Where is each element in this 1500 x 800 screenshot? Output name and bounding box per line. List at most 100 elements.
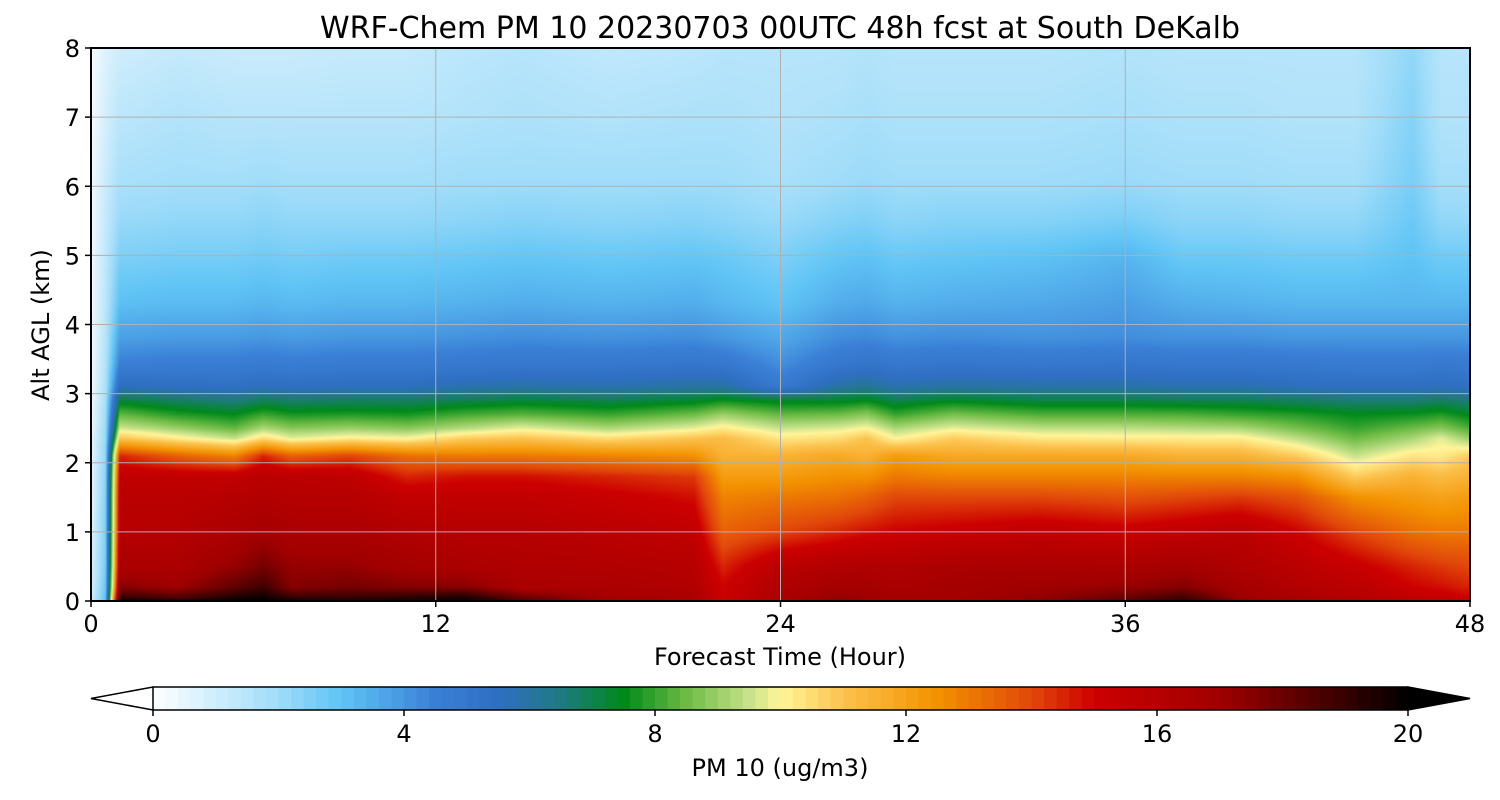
chart-title: WRF-Chem PM 10 20230703 00UTC 48h fcst a… [320,11,1240,46]
colorbar-segment [1382,687,1397,710]
colorbar-segment [1307,687,1321,710]
colorbar-segment [680,687,694,710]
colorbar-segment [617,687,631,710]
colorbar-segment [918,687,932,710]
colorbar-tick-label: 4 [396,720,411,748]
colorbar-segment [353,687,367,710]
colorbar-segment [529,687,543,710]
colorbar-segment [466,687,480,710]
colorbar-segment [1169,687,1183,710]
colorbar-segment [931,687,945,710]
colorbar [90,686,1471,711]
colorbar-segment [240,687,254,710]
colorbar-segment [454,687,468,710]
colorbar-segment [178,687,192,710]
colorbar-segment [203,687,217,710]
colorbar-segment [793,687,807,710]
colorbar-segment [441,687,455,710]
colorbar-segment [1018,687,1033,710]
colorbar-segment [391,687,405,710]
colorbar-segment [1194,687,1208,710]
colorbar-segment [1044,687,1058,710]
colorbar-segment [366,687,380,710]
colorbar-segment [542,687,556,710]
colorbar-segment [1157,687,1171,710]
colorbar-segment [215,687,229,710]
colorbar-tick-label: 20 [1393,720,1424,748]
x-axis-title: Forecast Time (Hour) [654,643,906,671]
colorbar-segment [1006,687,1020,710]
colorbar-segment [316,687,330,710]
colorbar-segment [956,687,970,710]
colorbar-segment [742,687,756,710]
colorbar-segment [843,687,857,710]
colorbar-segment [416,687,430,710]
colorbar-segment [1232,687,1246,710]
colorbar-segment [504,687,518,710]
colorbar-segment [717,687,731,710]
colorbar-segment [1207,687,1221,710]
colorbar-segment [981,687,995,710]
x-axis-ticks: 0 12 24 36 48 [83,601,1485,638]
colorbar-segment [328,687,342,710]
y-tick-label: 3 [65,381,80,409]
colorbar-tick-label: 8 [647,720,662,748]
colorbar-segment [1282,687,1296,710]
y-axis-ticks: 0 1 2 3 4 5 6 7 8 [65,35,91,616]
colorbar-segment [228,687,242,710]
colorbar-segment [667,687,681,710]
colorbar-segment [1182,687,1196,710]
colorbar-segment [554,687,568,710]
colorbar-segment [1332,687,1346,710]
colorbar-title: PM 10 (ug/m3) [692,754,869,782]
colorbar-segment [730,687,744,710]
colorbar-segment [1395,687,1409,710]
colorbar-segment [805,687,819,710]
colorbar-segment [767,687,782,710]
colorbar-segment [642,687,656,710]
y-axis-title: Alt AGL (km) [27,249,55,401]
colorbar-segment [479,687,493,710]
y-tick-label: 7 [65,104,80,132]
colorbar-segment [629,687,644,710]
x-tick-label: 0 [83,610,98,638]
colorbar-segment [1357,687,1371,710]
y-tick-label: 2 [65,450,80,478]
colorbar-segment [1144,687,1158,710]
colorbar-segment [153,687,167,710]
colorbar-segment [1345,687,1359,710]
colorbar-segment [705,687,719,710]
colorbar-segment [1056,687,1070,710]
colorbar-segment [868,687,882,710]
colorbar-segment [1119,687,1133,710]
colorbar-segment [1269,687,1284,710]
colorbar-segment [491,687,505,710]
colorbar-segment [253,687,267,710]
colorbar-segment [655,687,669,710]
colorbar-segment [291,687,305,710]
colorbar-segment [516,687,531,710]
y-tick-label: 5 [65,242,80,270]
colorbar-segment [604,687,618,710]
colorbar-segment [567,687,581,710]
colorbar-tick-label: 16 [1142,720,1173,748]
colorbar-segment [880,687,895,710]
y-tick-label: 6 [65,173,80,201]
colorbar-segment [165,687,179,710]
colorbar-segment [943,687,957,710]
colorbar-segment [855,687,869,710]
colorbar-segment [265,687,280,710]
x-tick-label: 48 [1455,610,1486,638]
colorbar-tick-label: 0 [145,720,160,748]
colorbar-under-arrow [90,686,154,711]
colorbar-segment [1131,687,1146,710]
colorbar-segment [968,687,982,710]
y-tick-label: 1 [65,519,80,547]
colorbar-tick-label: 12 [891,720,922,748]
colorbar-segment [1370,687,1384,710]
colorbar-segment [893,687,907,710]
y-tick-label: 8 [65,35,80,63]
colorbar-segment [341,687,355,710]
colorbar-segment [906,687,920,710]
x-tick-label: 36 [1110,610,1141,638]
